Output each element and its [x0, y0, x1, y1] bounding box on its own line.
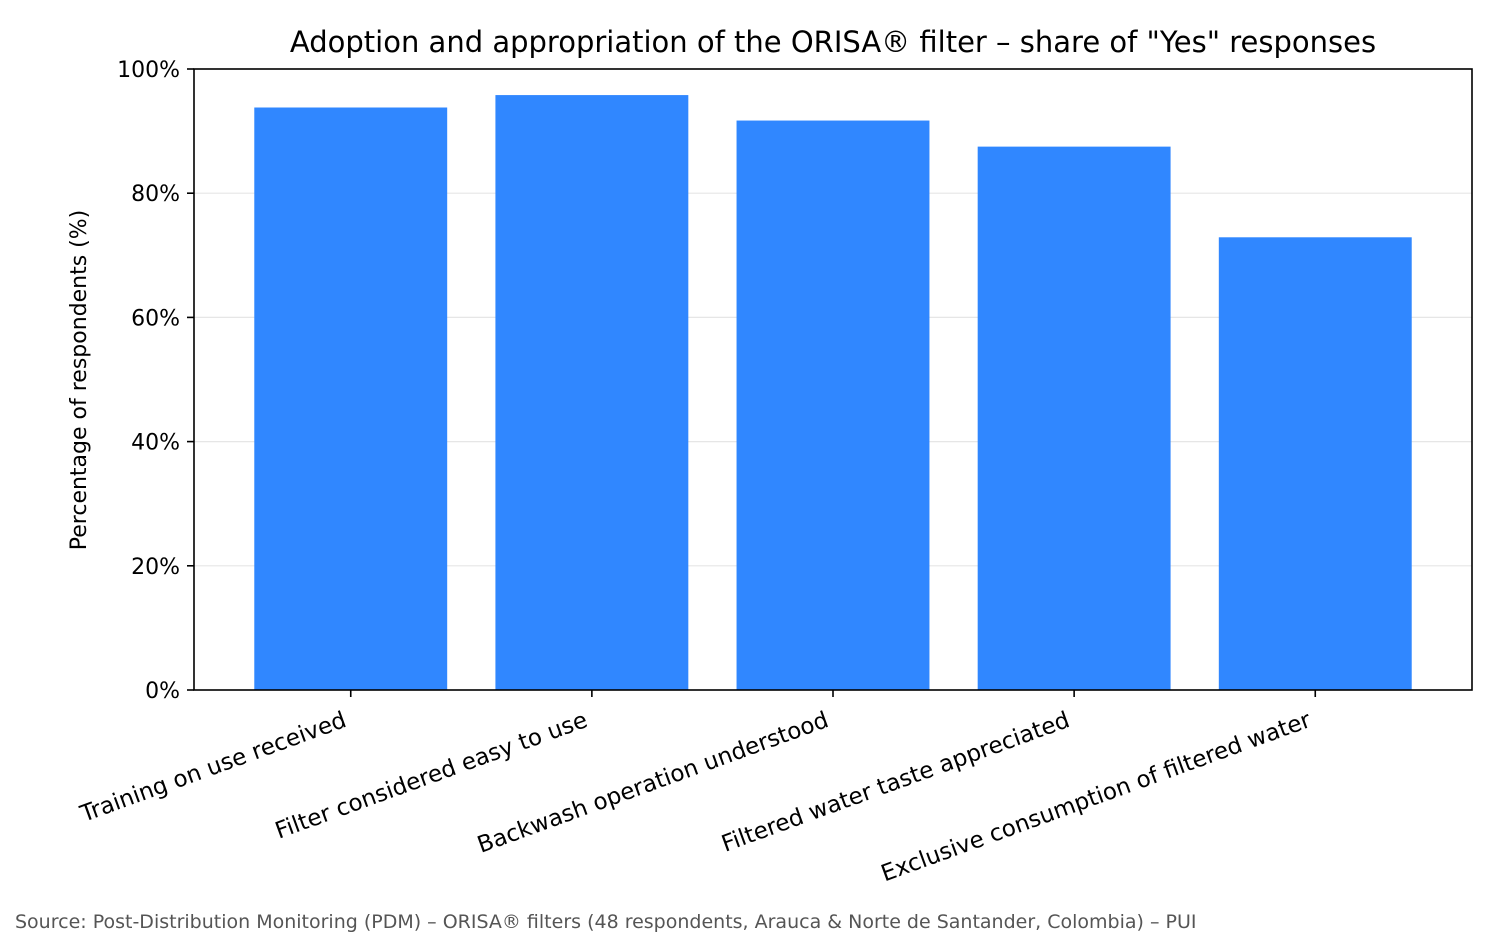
- bar-5: [1218, 237, 1412, 690]
- chart-title: Adoption and appropriation of the ORISA®…: [290, 25, 1376, 59]
- source-note: Source: Post-Distribution Monitoring (PD…: [15, 911, 1197, 933]
- y-tick-label: 40%: [131, 431, 180, 456]
- bar-1: [254, 107, 448, 690]
- y-tick-label: 0%: [145, 679, 180, 704]
- bar-3: [736, 120, 930, 691]
- y-tick-label: 80%: [131, 182, 180, 207]
- bar-2: [495, 95, 689, 690]
- axes: [187, 68, 1473, 697]
- y-tick-label: 100%: [117, 58, 180, 83]
- x-category-label: Exclusive consumption of filtered water: [878, 707, 1315, 887]
- y-tick-label: 60%: [131, 306, 180, 331]
- y-axis-label: Percentage of respondents (%): [67, 210, 92, 550]
- y-tick-label: 20%: [131, 555, 180, 580]
- bar-4: [977, 146, 1171, 690]
- bars: [254, 95, 1412, 691]
